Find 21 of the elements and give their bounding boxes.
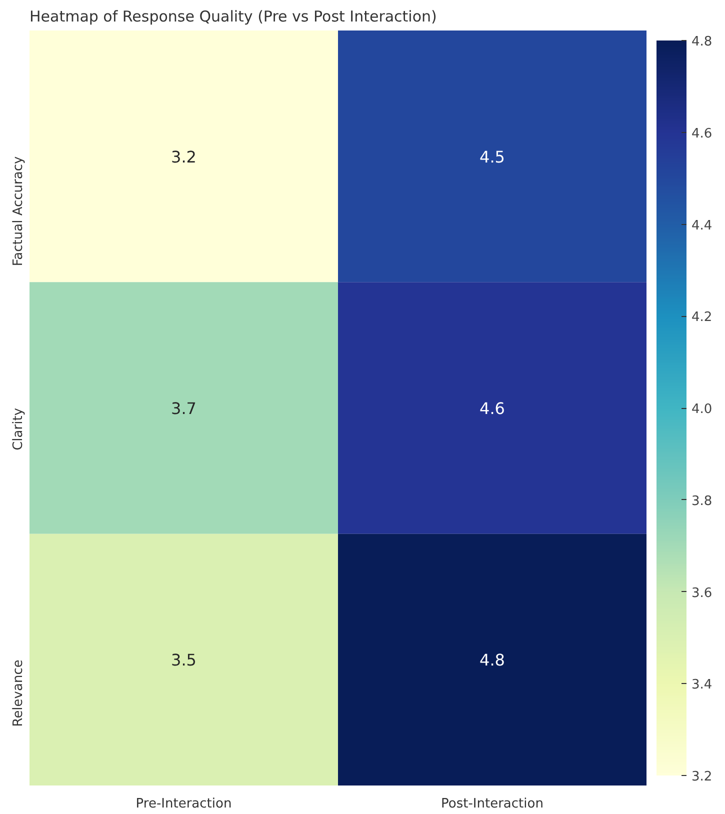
- color-bar-label: 4.2: [692, 310, 712, 326]
- color-bar-label: 3.4: [692, 678, 712, 693]
- y-tick-label: Factual Accuracy: [11, 156, 26, 266]
- chart-title: Heatmap of Response Quality (Pre vs Post Interaction): [30, 8, 437, 26]
- data-label: 4.6: [480, 399, 505, 418]
- color-bar-label: 4.4: [692, 218, 712, 234]
- x-tick-label: Post-Interaction: [441, 796, 544, 812]
- color-bar-label: 4.6: [692, 126, 712, 142]
- color-bar-label: 3.6: [692, 586, 712, 601]
- y-tick-label: Clarity: [11, 408, 26, 450]
- color-bar-label: 3.2: [692, 770, 712, 784]
- data-label: 4.8: [480, 650, 505, 670]
- color-bar-label: 4.8: [692, 34, 712, 50]
- x-tick-label: Pre-Interaction: [136, 796, 232, 812]
- color-bar-label: 3.8: [692, 494, 712, 509]
- data-label: 3.2: [171, 147, 196, 166]
- y-tick-label: Relevance: [11, 660, 26, 727]
- data-label: 3.7: [171, 399, 196, 418]
- color-bar-label: 4.0: [692, 402, 712, 417]
- data-label: 4.5: [480, 147, 505, 166]
- data-label: 3.5: [171, 650, 196, 670]
